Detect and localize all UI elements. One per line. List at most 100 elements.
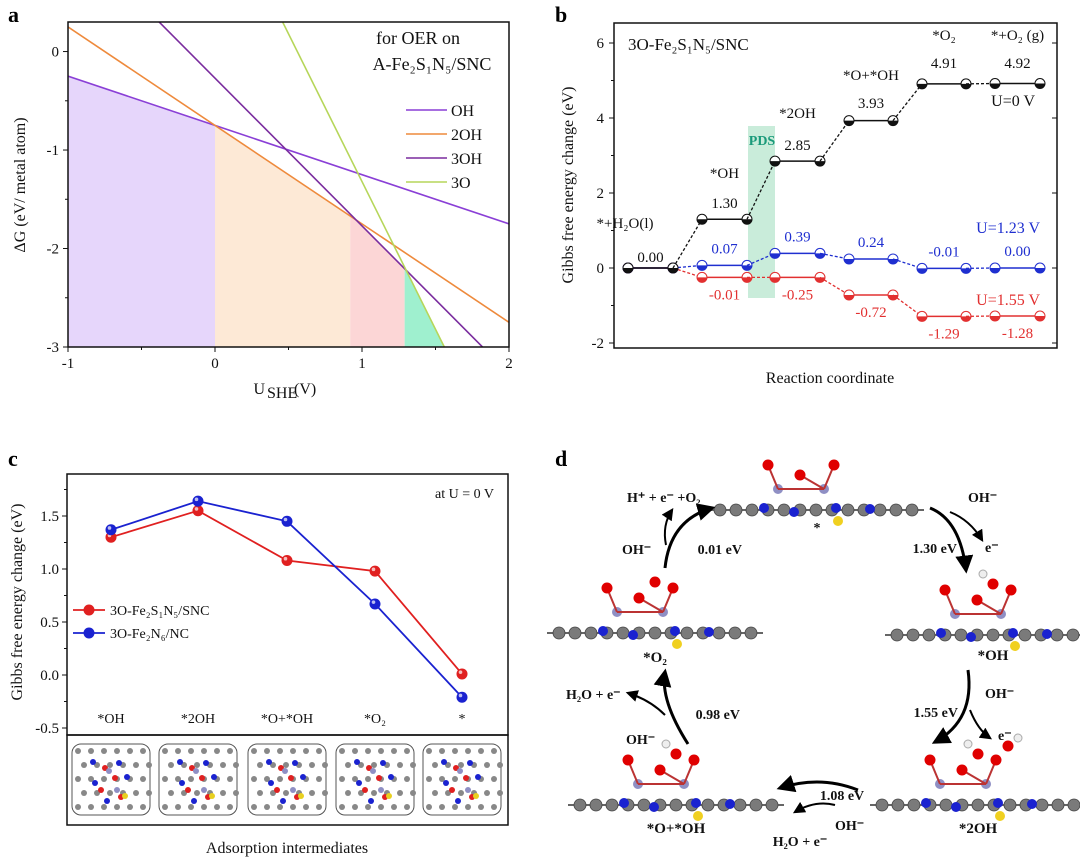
carbon-atom bbox=[439, 776, 445, 782]
carbon-atom bbox=[345, 762, 351, 768]
legend-u123: U=1.23 V bbox=[976, 220, 1040, 237]
y-tick-label: 6 bbox=[597, 36, 605, 52]
carbon-atom bbox=[484, 790, 490, 796]
y-tick-label: -1 bbox=[47, 143, 60, 159]
step-name: *+O₂ (g) bbox=[991, 28, 1044, 44]
carbon-atom bbox=[616, 626, 630, 640]
level-marker-fill bbox=[961, 83, 971, 89]
carbon-atom bbox=[971, 798, 985, 812]
iron-atom bbox=[465, 787, 471, 793]
carbon-atom bbox=[352, 748, 358, 754]
product-step4: H₂O + e⁻ bbox=[566, 688, 621, 703]
nitrogen-atom bbox=[124, 774, 130, 780]
legend-label: 3O-Fe₂S₁N₅/SNC bbox=[110, 604, 209, 619]
data-point-highlight bbox=[458, 693, 463, 698]
level-marker-fill bbox=[697, 277, 707, 283]
oxygen-atom bbox=[987, 578, 999, 590]
carbon-atom bbox=[194, 790, 200, 796]
carbon-atom bbox=[889, 503, 903, 517]
arrow-electron-step2 bbox=[969, 709, 992, 740]
level-marker-fill bbox=[990, 268, 1000, 273]
arrow-o2-release bbox=[661, 508, 674, 546]
connector bbox=[892, 294, 923, 317]
carbon-atom bbox=[251, 776, 257, 782]
sulfur-atom bbox=[672, 639, 682, 649]
carbon-atom bbox=[365, 748, 371, 754]
sulfur-atom bbox=[693, 811, 703, 821]
carbon-atom bbox=[573, 798, 587, 812]
carbon-atom bbox=[491, 748, 497, 754]
carbon-atom bbox=[426, 776, 432, 782]
y-tick-label: 1.0 bbox=[40, 562, 59, 578]
carbon-atom bbox=[584, 626, 598, 640]
carbon-atom bbox=[404, 748, 410, 754]
connector bbox=[819, 120, 850, 162]
panel-label-d: d bbox=[555, 446, 567, 471]
carbon-atom bbox=[140, 804, 146, 810]
structure-thumbnail bbox=[422, 743, 503, 816]
arrow-step1 bbox=[929, 506, 974, 574]
carbon-atom bbox=[648, 626, 662, 640]
oxygen-atom bbox=[362, 787, 368, 793]
oxygen-atom bbox=[288, 775, 294, 781]
product-step3: H₂O + e⁻ bbox=[773, 835, 828, 850]
carbon-atom bbox=[397, 762, 403, 768]
carbon-atom bbox=[188, 776, 194, 782]
oxygen-atom bbox=[971, 594, 983, 606]
data-point-highlight bbox=[371, 600, 376, 604]
data-point bbox=[456, 668, 468, 680]
structure-star bbox=[708, 459, 924, 526]
nitrogen-atom bbox=[90, 759, 96, 765]
carbon-atom bbox=[637, 798, 651, 812]
carbon-atom bbox=[432, 762, 438, 768]
x-axis-label-unit: (V) bbox=[294, 381, 316, 398]
carbon-atom bbox=[491, 776, 497, 782]
panel-label-b: b bbox=[555, 2, 567, 27]
hydrogen-atom bbox=[963, 739, 973, 749]
carbon-atom bbox=[439, 748, 445, 754]
iron-atom bbox=[282, 768, 288, 774]
reagent-step4: OH⁻ bbox=[626, 733, 655, 748]
level-marker-fill bbox=[770, 161, 780, 167]
state-label-star: * bbox=[814, 521, 821, 536]
carbon-atom bbox=[365, 804, 371, 810]
carbon-atom bbox=[458, 790, 464, 796]
oxygen-atom bbox=[972, 748, 984, 760]
nitrogen-atom bbox=[191, 798, 197, 804]
legend-marker bbox=[83, 604, 95, 616]
carbon-atom bbox=[233, 762, 239, 768]
x-axis-label: Reaction coordinate bbox=[766, 370, 894, 387]
nitrogen-atom bbox=[467, 760, 473, 766]
iron-atom bbox=[457, 768, 463, 774]
y-tick-label: 4 bbox=[597, 111, 605, 127]
carbon-atom bbox=[371, 790, 377, 796]
y-axis-label: ΔG (eV/ metal atom) bbox=[12, 117, 29, 252]
legend-label-oh: OH bbox=[451, 103, 475, 120]
x-tick-label: 0 bbox=[211, 356, 219, 372]
panel-b-free-energy-diagram: PDS -2 0 2 4 6 3O-Fe₂S₁N₅/SNC *+H₂O(l) 0.00 *O… bbox=[560, 22, 1058, 387]
nitrogen-atom bbox=[704, 627, 714, 637]
series-line-3o bbox=[281, 22, 446, 347]
carbon-atom bbox=[264, 804, 270, 810]
electron-step2: e⁻ bbox=[998, 729, 1012, 744]
value-label-u123: 0.00 bbox=[1004, 244, 1030, 260]
structure-o-oh bbox=[568, 739, 784, 821]
carbon-atom bbox=[214, 748, 220, 754]
carbon-atom bbox=[81, 790, 87, 796]
nitrogen-atom bbox=[598, 626, 608, 636]
carbon-atom bbox=[75, 804, 81, 810]
value-label-u123: 0.39 bbox=[784, 229, 810, 245]
oxygen-atom bbox=[654, 764, 666, 776]
data-point-highlight bbox=[458, 670, 463, 674]
reagent-step3: OH⁻ bbox=[835, 819, 864, 834]
oxygen-atom bbox=[622, 754, 634, 766]
value-label-u155: -0.25 bbox=[782, 287, 813, 303]
axis-ticks: -2 0 2 4 6 bbox=[592, 36, 1057, 352]
data-point-highlight bbox=[107, 526, 112, 530]
data-point-highlight bbox=[283, 556, 288, 561]
nitrogen-atom bbox=[368, 798, 374, 804]
carbon-atom bbox=[744, 626, 758, 640]
legend-label-3o: 3O bbox=[451, 175, 471, 192]
nitrogen-atom bbox=[92, 780, 98, 786]
level-marker-fill bbox=[770, 277, 780, 283]
